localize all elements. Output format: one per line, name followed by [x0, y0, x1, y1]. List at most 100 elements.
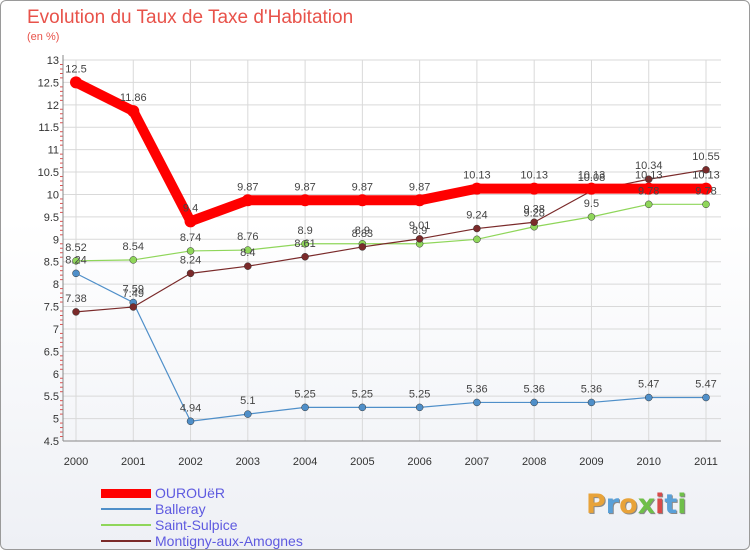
series-point	[72, 269, 80, 278]
data-label: 5.1	[240, 395, 255, 407]
data-label: 10.13	[520, 170, 548, 182]
y-tick-label: 8	[53, 279, 59, 291]
series-point	[70, 76, 82, 89]
legend-item: OUROUëR	[101, 485, 361, 501]
series-line	[75, 203, 706, 262]
series-point	[473, 398, 481, 407]
data-label: 9.38	[523, 203, 544, 215]
data-label: 8.24	[180, 254, 201, 266]
logo-letter: r	[605, 489, 620, 520]
data-label: 9.5	[584, 198, 599, 210]
series-point	[186, 269, 195, 278]
series-2	[72, 200, 710, 265]
series-0	[70, 76, 712, 228]
y-tick-label: 7.5	[44, 302, 59, 314]
data-label: 11.86	[120, 92, 147, 104]
series-point	[186, 417, 195, 426]
data-label: 10.34	[635, 160, 663, 172]
logo-letter: t	[664, 489, 678, 520]
legend-label: Montigny-aux-Amognes	[155, 533, 303, 549]
series-point	[299, 194, 312, 207]
y-tick-label: 12	[47, 100, 59, 112]
data-label: 5.25	[409, 388, 430, 400]
data-label: 5.36	[581, 383, 602, 395]
series-point	[129, 303, 138, 311]
series-point	[530, 398, 538, 407]
grid-layer	[63, 59, 721, 442]
y-tick-label: 11.5	[38, 122, 59, 134]
series-point	[473, 235, 481, 244]
x-tick-label: 2011	[694, 456, 718, 468]
series-point	[186, 247, 195, 255]
data-label: 9.01	[409, 220, 430, 232]
logo-letter: i	[655, 489, 665, 520]
data-label: 9.87	[352, 181, 373, 193]
data-label: 5.47	[638, 379, 659, 391]
series-point	[702, 393, 710, 402]
y-tick-label: 4.5	[44, 436, 59, 448]
data-label: 9.87	[237, 181, 258, 193]
data-label: 10.13	[635, 170, 663, 182]
data-label: 10.13	[578, 170, 606, 182]
series-point	[530, 218, 538, 227]
y-tick-label: 9	[53, 234, 59, 246]
data-label: 9.24	[466, 210, 487, 222]
series-point	[72, 257, 80, 265]
data-label: 9.4	[183, 202, 198, 214]
series-point	[587, 213, 596, 221]
series-point	[702, 200, 710, 209]
series-point	[415, 235, 424, 243]
legend-item: Saint-Sulpice	[101, 517, 361, 533]
data-label: 8.61	[294, 238, 315, 250]
data-label: 8.24	[65, 254, 86, 266]
series-point	[470, 182, 483, 195]
legend-swatch	[101, 540, 151, 542]
series-point	[301, 253, 309, 261]
data-label: 5.36	[466, 383, 487, 395]
legend-item: Montigny-aux-Amognes	[101, 533, 361, 549]
data-label: 5.36	[523, 383, 544, 395]
data-label: 8.9	[297, 225, 312, 237]
data-label: 8.9	[412, 225, 427, 237]
series-layer	[70, 76, 712, 426]
x-tick-label: 2010	[636, 456, 660, 468]
series-point	[700, 182, 712, 195]
legend-label: Saint-Sulpice	[155, 517, 238, 533]
series-point	[358, 243, 367, 251]
series-point	[528, 182, 541, 195]
x-tick-label: 2005	[350, 456, 374, 468]
x-tick-label: 2000	[64, 456, 88, 468]
y-tick-label: 9.5	[44, 212, 59, 224]
y-tick-label: 10.5	[38, 167, 59, 179]
series-point	[473, 224, 481, 233]
series-point	[644, 393, 653, 402]
x-tick-label: 2002	[178, 456, 202, 468]
series-line	[73, 77, 706, 227]
series-line	[75, 272, 706, 422]
legend-swatch	[101, 508, 151, 510]
data-label: 9.87	[409, 181, 430, 193]
series-point	[702, 166, 710, 174]
legend-swatch	[101, 524, 151, 526]
proxiti-logo: Proxiti	[586, 489, 687, 520]
chart-subtitle: (en %)	[27, 31, 60, 43]
legend-label: Balleray	[155, 501, 206, 517]
x-tick-label: 2006	[407, 456, 431, 468]
data-label: 5.25	[294, 388, 315, 400]
y-tick-label: 6.5	[44, 346, 59, 358]
data-label: 10.13	[692, 170, 720, 182]
legend-item: Balleray	[101, 501, 361, 517]
y-tick-label: 7	[53, 324, 59, 336]
series-point	[413, 194, 426, 207]
data-label: 8.74	[180, 232, 201, 244]
series-point	[642, 182, 655, 195]
y-tick-label: 8.5	[44, 257, 59, 269]
series-point	[244, 246, 252, 254]
data-label: 5.47	[695, 379, 716, 391]
series-point	[585, 182, 598, 195]
y-tick-label: 6	[53, 369, 59, 381]
series-point	[358, 403, 367, 412]
y-tick-label: 5.5	[44, 391, 59, 403]
